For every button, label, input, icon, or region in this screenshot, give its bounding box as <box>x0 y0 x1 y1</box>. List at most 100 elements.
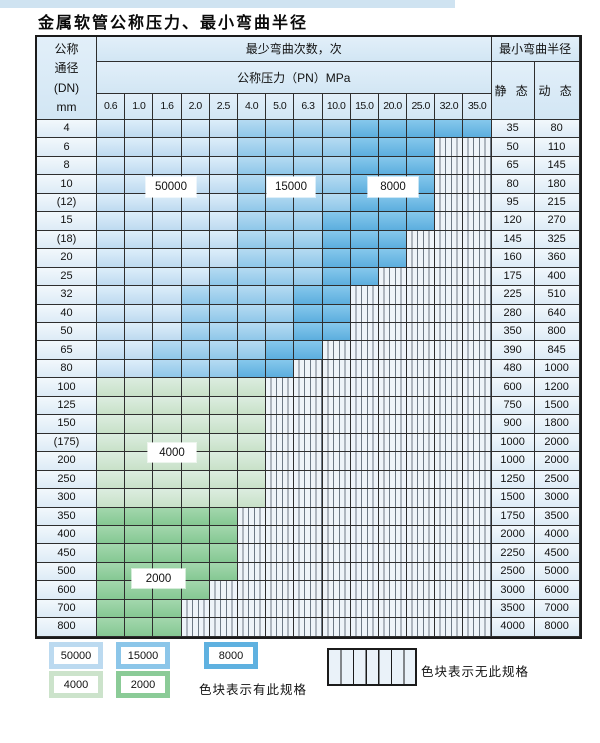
no-spec-cell <box>463 396 492 416</box>
no-spec-cell <box>407 396 436 416</box>
spec-cell-15000 <box>209 341 238 360</box>
spec-cell-15000 <box>237 120 267 139</box>
dn-cell: 40 <box>37 304 97 323</box>
static-radius-cell: 225 <box>491 286 535 305</box>
no-spec-cell <box>266 544 295 563</box>
dynamic-radius-cell: 270 <box>534 212 580 231</box>
spec-cell-15000 <box>266 138 295 157</box>
pressure-grid: 公称 通径 (DN) mm 最少弯曲次数，次 最小弯曲半径 公称压力（PN）MP… <box>35 35 582 639</box>
no-spec-cell <box>266 507 295 526</box>
spec-cell-15000 <box>237 230 267 250</box>
no-spec-cell <box>378 267 408 287</box>
spec-cell-15000 <box>294 120 323 139</box>
spec-cell-15000 <box>181 286 210 305</box>
spec-cell-15000 <box>322 156 351 176</box>
no-spec-cell <box>407 286 436 305</box>
spec-cell-4000 <box>97 452 126 471</box>
dn-cell: (18) <box>37 230 97 250</box>
static-radius-cell: 600 <box>491 378 535 397</box>
spec-cell-4000 <box>153 470 182 490</box>
spec-cell-15000 <box>266 322 295 342</box>
static-radius-cell: 900 <box>491 415 535 434</box>
spec-cell-15000 <box>266 304 295 323</box>
no-spec-cell <box>237 525 267 545</box>
static-radius-cell: 480 <box>491 359 535 379</box>
static-radius-cell: 2500 <box>491 562 535 582</box>
no-spec-cell <box>435 212 464 231</box>
spec-cell-15000 <box>237 175 267 194</box>
spec-cell-15000 <box>266 249 295 268</box>
spec-cell-4000 <box>237 489 267 508</box>
spec-cell-8000 <box>407 193 436 213</box>
no-spec-cell <box>407 230 436 250</box>
no-spec-cell <box>435 322 464 342</box>
no-spec-cell <box>378 562 408 582</box>
spec-cell-8000 <box>378 193 408 213</box>
no-spec-cell <box>407 304 436 323</box>
dn-cell: 4 <box>37 120 97 139</box>
spec-cell-8000 <box>350 249 379 268</box>
legend-no-spec-swatch <box>327 648 417 686</box>
spec-cell-8000 <box>350 120 379 139</box>
dynamic-radius-cell: 110 <box>534 138 580 157</box>
no-spec-cell <box>378 618 408 637</box>
spec-cell-8000 <box>350 156 379 176</box>
spec-cell-15000 <box>237 286 267 305</box>
spec-cell-50000 <box>181 230 210 250</box>
spec-cell-50000 <box>125 138 154 157</box>
no-spec-cell <box>463 581 492 600</box>
spec-cell-4000 <box>181 489 210 508</box>
spec-cell-8000 <box>350 230 379 250</box>
spec-cell-50000 <box>153 120 182 139</box>
spec-cell-50000 <box>181 138 210 157</box>
no-spec-cell <box>322 544 351 563</box>
spec-cell-15000 <box>322 175 351 194</box>
static-radius-cell: 390 <box>491 341 535 360</box>
no-spec-cell <box>237 544 267 563</box>
spec-cell-15000 <box>181 341 210 360</box>
spec-cell-2000 <box>153 507 182 526</box>
spec-cell-8000 <box>435 120 464 139</box>
dynamic-radius-cell: 510 <box>534 286 580 305</box>
spec-cell-2000 <box>97 581 126 600</box>
spec-cell-8000 <box>322 304 351 323</box>
dn-cell: (175) <box>37 433 97 453</box>
corner-line-1: 公称 <box>54 42 79 57</box>
spec-cell-50000 <box>153 138 182 157</box>
no-spec-cell <box>435 544 464 563</box>
no-spec-cell <box>350 286 379 305</box>
no-spec-cell <box>378 433 408 453</box>
spec-cell-2000 <box>209 544 238 563</box>
no-spec-cell <box>266 562 295 582</box>
spec-cell-2000 <box>209 525 238 545</box>
spec-cell-2000 <box>97 525 126 545</box>
spec-cell-8000 <box>463 120 492 139</box>
static-radius-cell: 65 <box>491 156 535 176</box>
spec-cell-15000 <box>237 156 267 176</box>
dynamic-radius-cell: 640 <box>534 304 580 323</box>
spec-cell-15000 <box>294 212 323 231</box>
static-column-header: 静 态 <box>491 62 535 120</box>
spec-cell-8000 <box>322 286 351 305</box>
no-spec-cell <box>350 304 379 323</box>
no-spec-cell <box>322 452 351 471</box>
dn-cell: 80 <box>37 359 97 379</box>
dn-cell: 450 <box>37 544 97 563</box>
dynamic-radius-cell: 215 <box>534 193 580 213</box>
no-spec-cell <box>378 286 408 305</box>
no-spec-cell <box>294 525 323 545</box>
spec-cell-8000 <box>350 138 379 157</box>
spec-cell-15000 <box>209 304 238 323</box>
no-spec-cell <box>463 525 492 545</box>
spec-cell-4000 <box>125 489 154 508</box>
no-spec-cell <box>322 415 351 434</box>
static-radius-cell: 4000 <box>491 618 535 637</box>
no-spec-cell <box>350 433 379 453</box>
spec-cell-50000 <box>181 120 210 139</box>
no-spec-cell <box>435 618 464 637</box>
dynamic-radius-cell: 400 <box>534 267 580 287</box>
spec-cell-8000 <box>266 341 295 360</box>
spec-cell-50000 <box>153 304 182 323</box>
spec-cell-15000 <box>209 359 238 379</box>
dn-cell: 125 <box>37 396 97 416</box>
